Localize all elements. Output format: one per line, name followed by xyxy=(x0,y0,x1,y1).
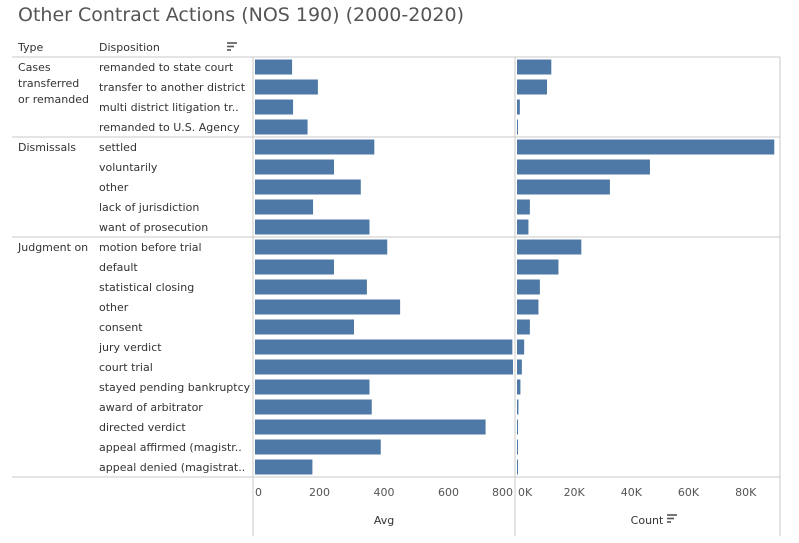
count-bar[interactable] xyxy=(517,159,650,175)
disposition-label: award of arbitrator xyxy=(99,401,203,414)
count-tick-label: 60K xyxy=(678,486,700,499)
disposition-label: multi district litigation tr.. xyxy=(99,101,239,114)
count-bar[interactable] xyxy=(517,219,529,235)
disposition-label: court trial xyxy=(99,361,153,374)
disposition-label: other xyxy=(99,181,129,194)
type-label: transferred xyxy=(18,77,79,90)
disposition-label: statistical closing xyxy=(99,281,194,294)
avg-bar[interactable] xyxy=(255,99,294,115)
count-bar[interactable] xyxy=(517,79,548,95)
count-bar[interactable] xyxy=(517,419,518,435)
chart-rows: Cases transferred or remanded remanded to s… xyxy=(12,56,781,536)
count-axis: 0K 20K 40K 60K 80K xyxy=(518,486,757,499)
count-bar[interactable] xyxy=(517,459,518,475)
avg-bar[interactable] xyxy=(255,279,367,295)
avg-bar[interactable] xyxy=(255,399,372,415)
avg-bar[interactable] xyxy=(255,159,335,175)
count-tick-label: 40K xyxy=(621,486,643,499)
count-bar[interactable] xyxy=(517,399,519,415)
avg-bar[interactable] xyxy=(255,139,375,155)
count-bar[interactable] xyxy=(517,179,610,195)
count-bar[interactable] xyxy=(517,339,525,355)
avg-tick-label: 200 xyxy=(309,486,330,499)
disposition-label: remanded to U.S. Agency xyxy=(99,121,240,134)
avg-bar[interactable] xyxy=(255,439,381,455)
disposition-label: motion before trial xyxy=(99,241,202,254)
disposition-label: appeal denied (magistrat.. xyxy=(99,461,245,474)
type-header[interactable]: Type xyxy=(17,41,43,54)
avg-tick-label: 0 xyxy=(255,486,262,499)
avg-bar[interactable] xyxy=(255,179,361,195)
count-bar[interactable] xyxy=(517,319,530,335)
count-bar[interactable] xyxy=(517,59,552,75)
count-bar[interactable] xyxy=(517,259,559,275)
avg-tick-label: 800 xyxy=(492,486,513,499)
avg-bar[interactable] xyxy=(255,59,293,75)
avg-bar[interactable] xyxy=(255,419,486,435)
avg-axis: 0 200 400 600 800 xyxy=(255,486,513,499)
disposition-header[interactable]: Disposition xyxy=(99,41,160,54)
disposition-label: remanded to state court xyxy=(99,61,234,74)
avg-bar[interactable] xyxy=(255,119,308,135)
disposition-label: voluntarily xyxy=(99,161,158,174)
count-tick-label: 20K xyxy=(564,486,586,499)
type-label: or remanded xyxy=(18,93,89,106)
count-bar[interactable] xyxy=(517,439,518,455)
avg-bar[interactable] xyxy=(255,319,355,335)
avg-tick-label: 400 xyxy=(374,486,395,499)
disposition-label: settled xyxy=(99,141,137,154)
count-bar[interactable] xyxy=(517,199,530,215)
count-bar[interactable] xyxy=(517,239,582,255)
avg-bar[interactable] xyxy=(255,199,314,215)
count-axis-title: Count xyxy=(631,514,664,527)
avg-bar[interactable] xyxy=(255,259,335,275)
count-tick-label: 80K xyxy=(735,486,757,499)
count-bar[interactable] xyxy=(517,359,522,375)
type-label: Judgment on xyxy=(17,241,88,254)
avg-bar[interactable] xyxy=(255,379,370,395)
avg-bar[interactable] xyxy=(255,359,513,375)
disposition-label: appeal affirmed (magistr.. xyxy=(99,441,242,454)
avg-axis-title: Avg xyxy=(374,514,394,527)
avg-bar[interactable] xyxy=(255,299,401,315)
type-label: Cases xyxy=(18,61,51,74)
disposition-label: default xyxy=(99,261,138,274)
count-bar[interactable] xyxy=(517,299,539,315)
disposition-label: other xyxy=(99,301,129,314)
avg-tick-label: 600 xyxy=(438,486,459,499)
avg-bar[interactable] xyxy=(255,219,370,235)
disposition-label: want of prosecution xyxy=(99,221,208,234)
disposition-label: directed verdict xyxy=(99,421,186,434)
disposition-sort-icon[interactable] xyxy=(227,42,237,51)
avg-bar[interactable] xyxy=(255,79,318,95)
avg-bar[interactable] xyxy=(255,339,513,355)
disposition-label: jury verdict xyxy=(98,341,162,354)
count-tick-label: 0K xyxy=(518,486,533,499)
chart-title: Other Contract Actions (NOS 190) (2000-2… xyxy=(18,4,464,26)
count-bar[interactable] xyxy=(517,99,520,115)
count-bar[interactable] xyxy=(517,139,775,155)
count-sort-icon[interactable] xyxy=(667,514,677,523)
count-bar[interactable] xyxy=(517,279,540,295)
count-bar[interactable] xyxy=(517,379,521,395)
avg-bar[interactable] xyxy=(255,239,388,255)
type-label: Dismissals xyxy=(18,141,76,154)
count-bar[interactable] xyxy=(517,119,518,135)
disposition-label: lack of jurisdiction xyxy=(99,201,199,214)
disposition-label: stayed pending bankruptcy xyxy=(99,381,251,394)
disposition-label: transfer to another district xyxy=(99,81,246,94)
disposition-label: consent xyxy=(99,321,143,334)
avg-bar[interactable] xyxy=(255,459,313,475)
